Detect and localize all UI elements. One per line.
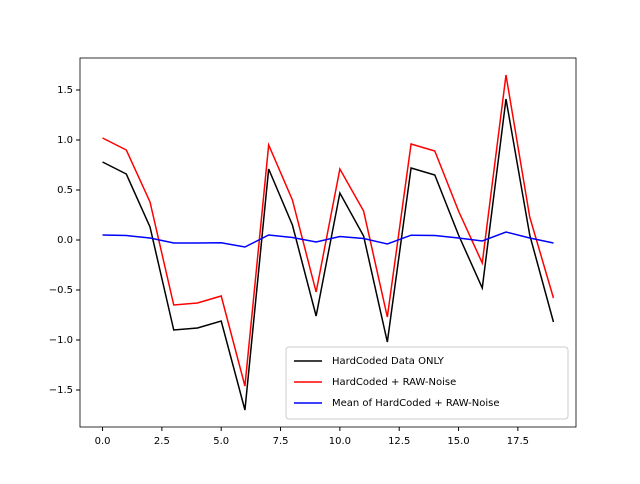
x-tick-label: 2.5 bbox=[154, 436, 170, 447]
y-tick-label: −1.5 bbox=[49, 385, 73, 396]
legend-label: HardCoded Data ONLY bbox=[332, 356, 445, 367]
x-tick-label: 0.0 bbox=[95, 436, 111, 447]
x-tick-label: 7.5 bbox=[273, 436, 289, 447]
x-tick-label: 10.0 bbox=[329, 436, 351, 447]
series-line bbox=[102, 98, 555, 411]
series-line bbox=[102, 74, 555, 387]
y-tick-label: 1.0 bbox=[57, 135, 73, 146]
y-tick-label: 1.5 bbox=[57, 85, 73, 96]
y-tick-label: 0.5 bbox=[57, 185, 73, 196]
x-tick-label: 17.5 bbox=[507, 436, 529, 447]
legend-box bbox=[285, 346, 569, 420]
series-line bbox=[102, 231, 554, 248]
x-tick-label: 12.5 bbox=[388, 436, 410, 447]
legend-label: Mean of HardCoded + RAW-Noise bbox=[332, 398, 500, 409]
y-tick-label: −1.0 bbox=[49, 335, 73, 346]
x-tick-label: 15.0 bbox=[447, 436, 469, 447]
legend-label: HardCoded + RAW-Noise bbox=[332, 377, 456, 388]
x-tick-label: 5.0 bbox=[213, 436, 229, 447]
plot-frame bbox=[79, 57, 577, 428]
y-tick-label: −0.5 bbox=[49, 285, 73, 296]
y-tick-label: 0.0 bbox=[57, 235, 73, 246]
